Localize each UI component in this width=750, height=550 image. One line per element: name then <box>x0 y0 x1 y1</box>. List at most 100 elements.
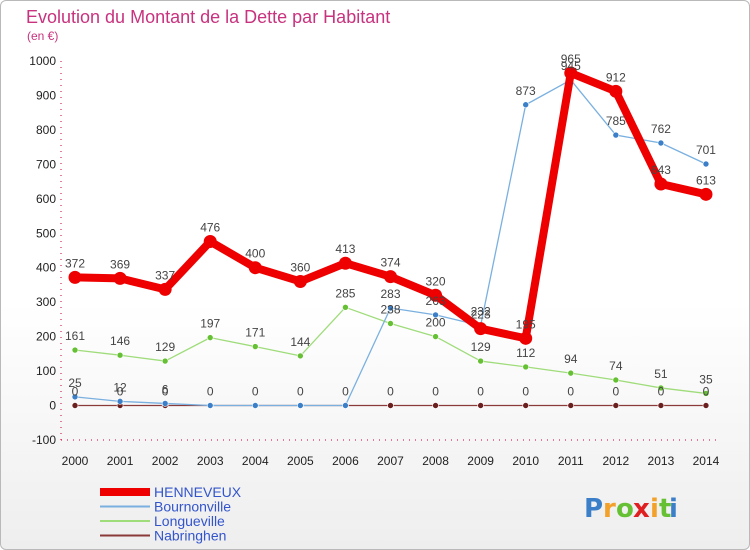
data-label: 337 <box>155 268 175 282</box>
data-label: 0 <box>72 385 79 399</box>
logo-letter: x <box>633 494 650 524</box>
legend-label: Longueville <box>154 513 225 529</box>
x-tick-label: 2007 <box>377 454 404 468</box>
x-tick-label: 2009 <box>467 454 494 468</box>
legend-label: Bournonville <box>154 499 231 515</box>
data-point <box>612 376 620 384</box>
data-label: 643 <box>651 163 671 177</box>
data-point <box>71 346 79 354</box>
data-label: 0 <box>207 385 214 399</box>
y-tick-label: 1000 <box>29 54 56 68</box>
data-label: 374 <box>380 256 400 270</box>
data-point <box>71 402 79 409</box>
data-point <box>474 322 488 336</box>
data-label: 945 <box>561 59 581 73</box>
x-tick-label: 2014 <box>693 454 720 468</box>
data-point <box>206 402 214 409</box>
data-point <box>432 333 439 340</box>
data-label: 35 <box>699 372 713 386</box>
data-label: 701 <box>696 143 716 157</box>
data-point <box>387 402 394 409</box>
logo-letter: r <box>603 494 616 524</box>
chart-title: Evolution du Montant de la Dette par Hab… <box>26 7 390 27</box>
data-point <box>113 271 127 285</box>
data-label: 197 <box>200 317 220 331</box>
data-label: 25 <box>68 376 82 390</box>
data-point <box>248 261 262 275</box>
data-label: 0 <box>703 385 710 399</box>
x-tick-label: 2006 <box>332 454 359 468</box>
data-label: 0 <box>432 385 439 399</box>
data-label: 0 <box>567 385 574 399</box>
data-point <box>251 343 259 350</box>
data-label: 195 <box>516 317 536 331</box>
chart-axes: -100010020030040050060070080090010002000… <box>29 54 719 468</box>
data-point <box>342 304 349 311</box>
logo-letter: P <box>584 494 603 524</box>
data-label: 0 <box>297 385 304 399</box>
data-point <box>657 402 665 409</box>
y-tick-label: 600 <box>36 192 56 206</box>
data-point <box>657 139 665 147</box>
data-point <box>251 402 259 409</box>
x-tick-label: 2001 <box>107 454 134 468</box>
y-tick-label: 800 <box>36 123 56 137</box>
data-point <box>567 369 575 377</box>
data-point <box>702 160 710 168</box>
data-point <box>654 177 668 191</box>
data-labels: 372 369 337 476 400 360 413 374 320 223 195 965 912 6… <box>65 52 716 398</box>
data-label: 476 <box>200 221 220 235</box>
data-point <box>71 393 79 401</box>
data-point <box>342 402 349 409</box>
y-tick-label: 700 <box>36 157 56 171</box>
x-tick-label: 2012 <box>602 454 629 468</box>
data-label: 400 <box>245 247 265 261</box>
data-label: 171 <box>245 326 265 340</box>
data-label: 785 <box>606 114 626 128</box>
data-point <box>297 402 304 409</box>
data-label: 232 <box>471 305 491 319</box>
data-point <box>293 274 307 288</box>
data-point <box>203 235 217 249</box>
data-label: 0 <box>658 385 665 399</box>
data-label: 762 <box>651 122 671 136</box>
y-tick-label: 100 <box>36 364 56 378</box>
data-label: 200 <box>426 316 446 330</box>
x-tick-label: 2003 <box>197 454 224 468</box>
y-tick-label: 400 <box>36 261 56 275</box>
data-point <box>68 270 82 284</box>
x-tick-label: 2013 <box>648 454 675 468</box>
data-label: 283 <box>380 287 400 301</box>
data-point <box>206 334 214 341</box>
data-label: 912 <box>606 70 626 84</box>
x-tick-label: 2010 <box>512 454 539 468</box>
data-label: 413 <box>335 242 355 256</box>
data-point <box>429 288 443 302</box>
data-label: 129 <box>155 340 175 354</box>
data-point <box>432 402 439 409</box>
data-point <box>522 363 530 371</box>
logo-letter: i <box>650 494 659 524</box>
y-tick-label: 300 <box>36 295 56 309</box>
data-label: 263 <box>426 294 446 308</box>
data-point <box>477 402 484 409</box>
data-label: 0 <box>252 385 259 399</box>
data-label: 12 <box>113 380 127 394</box>
y-tick-label: 500 <box>36 226 56 240</box>
data-label: 94 <box>564 352 578 366</box>
data-point <box>612 402 620 409</box>
data-label: 873 <box>516 84 536 98</box>
data-point <box>564 66 578 80</box>
data-point <box>161 357 169 365</box>
data-point <box>702 402 710 409</box>
data-point <box>383 270 397 284</box>
y-tick-label: -100 <box>32 433 56 447</box>
data-label: 129 <box>471 340 491 354</box>
y-tick-label: 200 <box>36 330 56 344</box>
y-tick-label: 900 <box>36 88 56 102</box>
data-label: 0 <box>342 385 349 399</box>
data-point <box>609 84 623 98</box>
series-line <box>74 79 707 407</box>
